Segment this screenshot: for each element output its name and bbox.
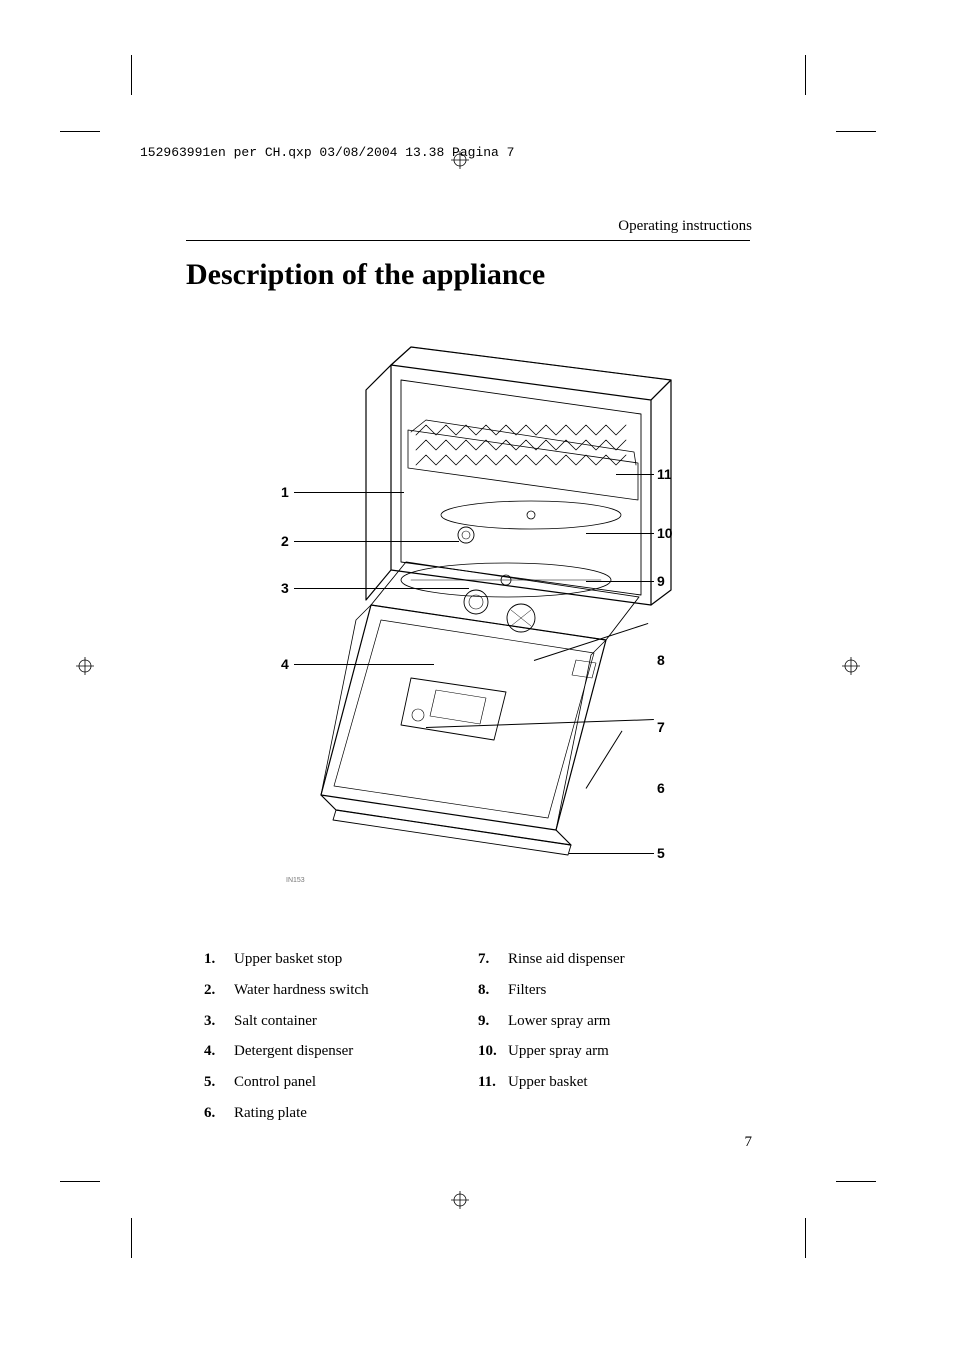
callout-number: 8 xyxy=(657,652,665,668)
callout-number: 7 xyxy=(657,719,665,735)
legend-item: 11.Upper basket xyxy=(478,1067,625,1098)
page-title: Description of the appliance xyxy=(186,258,545,292)
leader-line xyxy=(294,492,404,493)
callout-number: 10 xyxy=(657,525,673,541)
callout-number: 5 xyxy=(657,845,665,861)
legend-num: 10. xyxy=(478,1036,508,1067)
legend-num: 9. xyxy=(478,1006,508,1037)
legend-num: 1. xyxy=(204,944,234,975)
legend-item: 7.Rinse aid dispenser xyxy=(478,944,625,975)
legend-label: Upper basket stop xyxy=(234,951,342,967)
legend-num: 4. xyxy=(204,1036,234,1067)
crop-mark xyxy=(805,55,806,95)
page-number: 7 xyxy=(745,1134,753,1151)
leader-line xyxy=(586,581,654,582)
legend-label: Upper spray arm xyxy=(508,1043,609,1059)
print-slug: 152963991en per CH.qxp 03/08/2004 13.38 … xyxy=(140,145,514,160)
callout-number: 9 xyxy=(657,573,665,589)
legend-label: Filters xyxy=(508,982,546,998)
legend-label: Rinse aid dispenser xyxy=(508,951,625,967)
legend-num: 6. xyxy=(204,1098,234,1129)
legend-label: Upper basket xyxy=(508,1074,588,1090)
callout-number: 2 xyxy=(281,533,289,549)
dishwasher-illustration xyxy=(186,320,750,900)
crop-mark xyxy=(60,131,100,132)
register-mark xyxy=(76,657,94,675)
legend-num: 8. xyxy=(478,975,508,1006)
leader-line xyxy=(569,853,654,854)
leader-line xyxy=(294,588,469,589)
callout-number: 1 xyxy=(281,484,289,500)
register-mark xyxy=(451,1191,469,1209)
legend-item: 8.Filters xyxy=(478,975,625,1006)
leader-line xyxy=(616,474,654,475)
crop-mark xyxy=(836,131,876,132)
register-mark xyxy=(842,657,860,675)
legend-num: 2. xyxy=(204,975,234,1006)
leader-line xyxy=(294,664,434,665)
callout-number: 11 xyxy=(657,466,672,482)
figure-reference: IN153 xyxy=(286,877,305,884)
legend-item: 3.Salt container xyxy=(204,1006,369,1037)
legend-item: 9.Lower spray arm xyxy=(478,1006,625,1037)
leader-line xyxy=(586,533,654,534)
callout-number: 3 xyxy=(281,580,289,596)
legend-column-right: 7.Rinse aid dispenser 8.Filters 9.Lower … xyxy=(478,944,625,1098)
crop-mark xyxy=(131,55,132,95)
legend-num: 7. xyxy=(478,944,508,975)
legend-column-left: 1.Upper basket stop 2.Water hardness swi… xyxy=(204,944,369,1129)
callout-number: 4 xyxy=(281,656,289,672)
legend-label: Control panel xyxy=(234,1074,316,1090)
legend-label: Water hardness switch xyxy=(234,982,369,998)
appliance-diagram: 1 2 3 4 11 10 9 8 7 6 5 IN153 xyxy=(186,320,750,900)
legend-num: 5. xyxy=(204,1067,234,1098)
legend-item: 4.Detergent dispenser xyxy=(204,1036,369,1067)
leader-line xyxy=(294,541,459,542)
running-header: Operating instructions xyxy=(618,218,752,235)
crop-mark xyxy=(805,1218,806,1258)
crop-mark xyxy=(131,1218,132,1258)
legend-label: Detergent dispenser xyxy=(234,1043,353,1059)
legend-label: Salt container xyxy=(234,1013,317,1029)
header-rule xyxy=(186,240,750,241)
legend-item: 10.Upper spray arm xyxy=(478,1036,625,1067)
legend-label: Lower spray arm xyxy=(508,1013,610,1029)
legend-item: 5.Control panel xyxy=(204,1067,369,1098)
legend-label: Rating plate xyxy=(234,1105,307,1121)
crop-mark xyxy=(836,1181,876,1182)
legend-num: 3. xyxy=(204,1006,234,1037)
legend-item: 1.Upper basket stop xyxy=(204,944,369,975)
legend-num: 11. xyxy=(478,1067,508,1098)
callout-number: 6 xyxy=(657,780,665,796)
legend-item: 6.Rating plate xyxy=(204,1098,369,1129)
crop-mark xyxy=(60,1181,100,1182)
legend-item: 2.Water hardness switch xyxy=(204,975,369,1006)
